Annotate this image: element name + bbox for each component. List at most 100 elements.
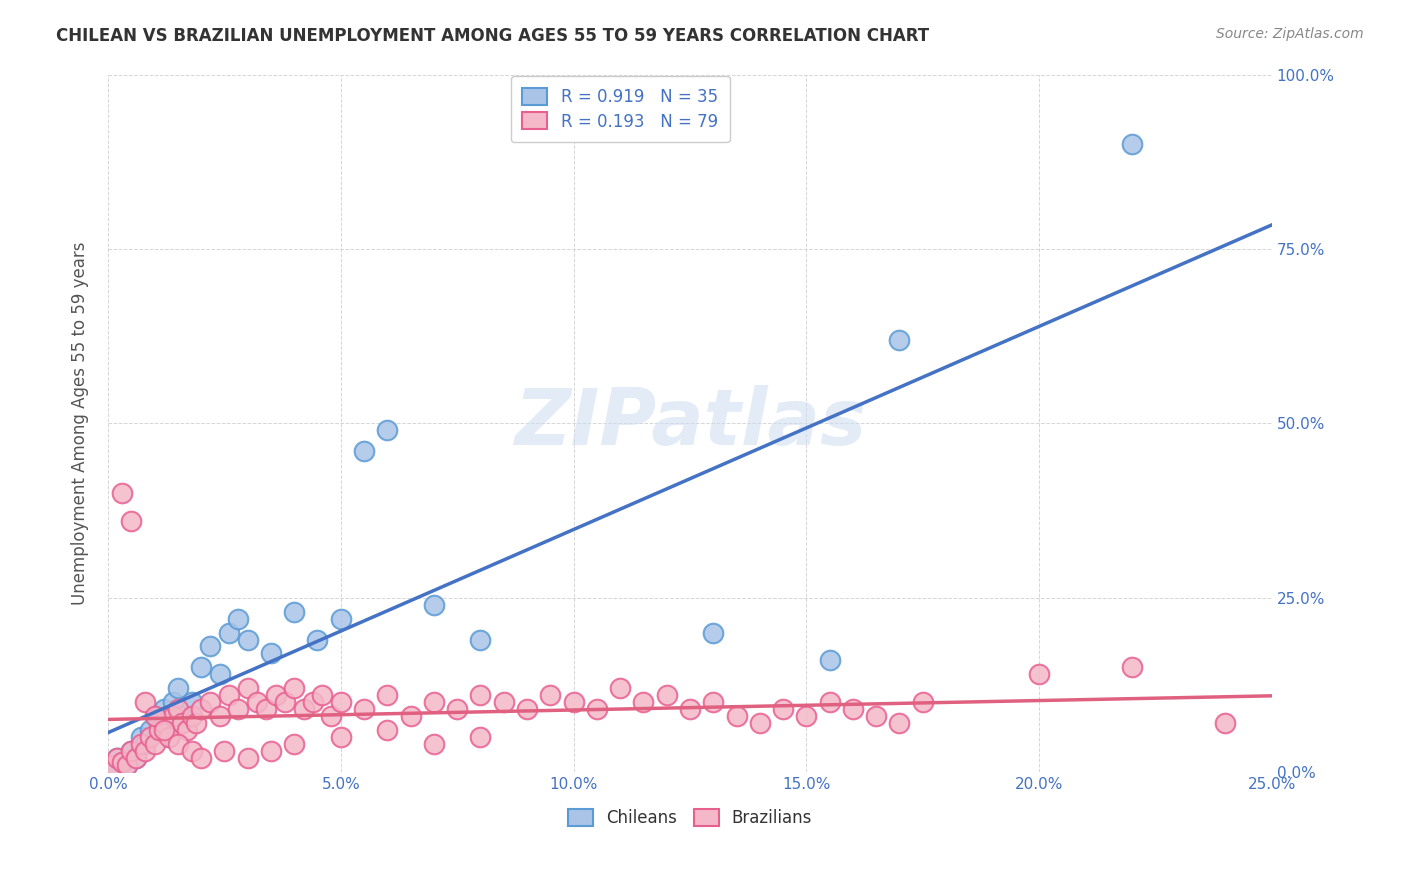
Point	[818, 695, 841, 709]
Point	[254, 702, 277, 716]
Point	[180, 744, 202, 758]
Point	[162, 709, 184, 723]
Point	[172, 716, 194, 731]
Point	[446, 702, 468, 716]
Point	[176, 723, 198, 738]
Point	[157, 730, 180, 744]
Point	[214, 744, 236, 758]
Point	[423, 695, 446, 709]
Point	[111, 755, 134, 769]
Point	[125, 751, 148, 765]
Point	[633, 695, 655, 709]
Point	[538, 689, 561, 703]
Point	[307, 632, 329, 647]
Point	[105, 751, 128, 765]
Point	[120, 744, 142, 758]
Point	[283, 605, 305, 619]
Point	[172, 709, 194, 723]
Point	[423, 737, 446, 751]
Point	[101, 758, 124, 772]
Point	[702, 625, 724, 640]
Point	[329, 730, 352, 744]
Point	[148, 723, 170, 738]
Point	[321, 709, 343, 723]
Point	[120, 514, 142, 528]
Point	[120, 744, 142, 758]
Point	[101, 758, 124, 772]
Point	[105, 751, 128, 765]
Point	[655, 689, 678, 703]
Point	[153, 702, 176, 716]
Point	[516, 702, 538, 716]
Point	[236, 681, 259, 696]
Point	[329, 611, 352, 625]
Point	[115, 758, 138, 772]
Point	[702, 695, 724, 709]
Point	[889, 333, 911, 347]
Point	[190, 660, 212, 674]
Point	[143, 737, 166, 751]
Point	[143, 709, 166, 723]
Point	[186, 716, 208, 731]
Point	[353, 702, 375, 716]
Point	[865, 709, 887, 723]
Point	[1121, 660, 1143, 674]
Point	[375, 689, 398, 703]
Point	[679, 702, 702, 716]
Point	[129, 737, 152, 751]
Point	[111, 486, 134, 500]
Point	[399, 709, 422, 723]
Point	[585, 702, 607, 716]
Point	[246, 695, 269, 709]
Legend: Chileans, Brazilians: Chileans, Brazilians	[561, 802, 818, 833]
Text: Source: ZipAtlas.com: Source: ZipAtlas.com	[1216, 27, 1364, 41]
Point	[111, 755, 134, 769]
Point	[200, 695, 222, 709]
Point	[157, 730, 180, 744]
Point	[208, 667, 231, 681]
Point	[423, 598, 446, 612]
Point	[166, 737, 188, 751]
Y-axis label: Unemployment Among Ages 55 to 59 years: Unemployment Among Ages 55 to 59 years	[72, 242, 89, 605]
Point	[143, 709, 166, 723]
Point	[794, 709, 817, 723]
Point	[200, 640, 222, 654]
Text: ZIPatlas: ZIPatlas	[513, 385, 866, 461]
Point	[115, 758, 138, 772]
Point	[470, 689, 492, 703]
Point	[492, 695, 515, 709]
Point	[1121, 137, 1143, 152]
Point	[302, 695, 325, 709]
Point	[311, 689, 333, 703]
Point	[911, 695, 934, 709]
Point	[180, 709, 202, 723]
Point	[134, 695, 156, 709]
Point	[609, 681, 631, 696]
Point	[842, 702, 865, 716]
Point	[148, 716, 170, 731]
Point	[190, 702, 212, 716]
Point	[153, 716, 176, 731]
Text: CHILEAN VS BRAZILIAN UNEMPLOYMENT AMONG AGES 55 TO 59 YEARS CORRELATION CHART: CHILEAN VS BRAZILIAN UNEMPLOYMENT AMONG …	[56, 27, 929, 45]
Point	[725, 709, 748, 723]
Point	[260, 647, 283, 661]
Point	[329, 695, 352, 709]
Point	[139, 730, 162, 744]
Point	[292, 702, 315, 716]
Point	[562, 695, 585, 709]
Point	[274, 695, 297, 709]
Point	[190, 751, 212, 765]
Point	[889, 716, 911, 731]
Point	[228, 702, 250, 716]
Point	[260, 744, 283, 758]
Point	[208, 709, 231, 723]
Point	[470, 730, 492, 744]
Point	[153, 723, 176, 738]
Point	[134, 737, 156, 751]
Point	[748, 716, 770, 731]
Point	[125, 751, 148, 765]
Point	[162, 695, 184, 709]
Point	[353, 444, 375, 458]
Point	[772, 702, 794, 716]
Point	[375, 423, 398, 437]
